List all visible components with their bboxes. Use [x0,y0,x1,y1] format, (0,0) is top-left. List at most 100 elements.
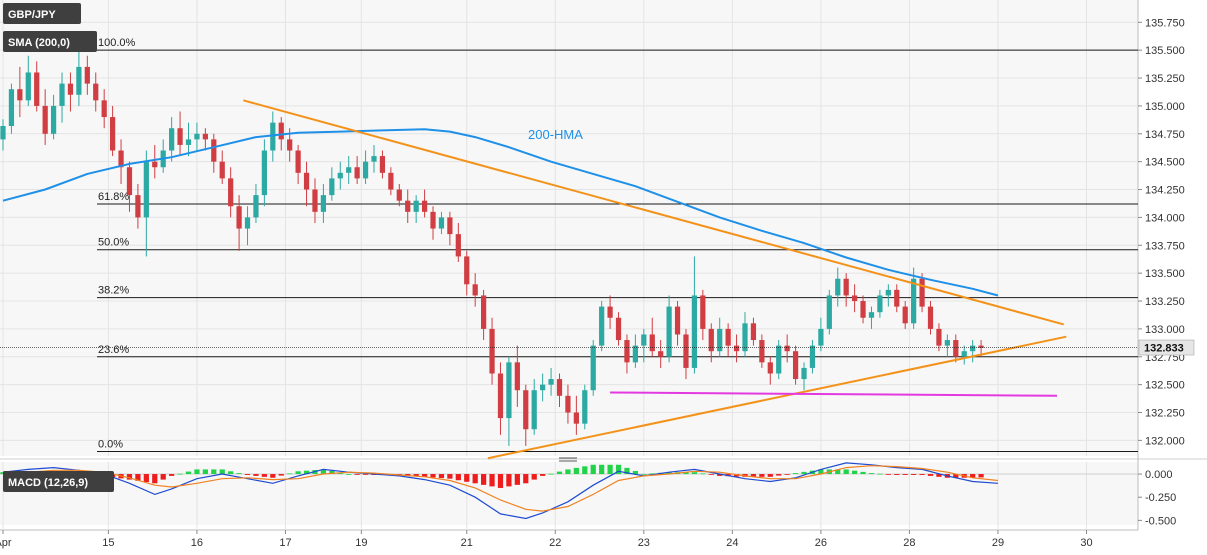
time-tick-label: 28 [903,537,915,549]
macd-histogram-bar [261,474,268,477]
macd-histogram-bar [253,474,259,476]
macd-histogram-bar [565,469,571,475]
macd-histogram-bar [362,474,369,475]
candle-body [750,323,757,341]
macd-histogram-bar [185,471,192,475]
macd-histogram-bar [818,469,824,475]
macd-histogram-bar [851,470,858,475]
candle-body [438,217,445,229]
macd-histogram-bar [506,474,512,487]
time-tick-label: Apr [0,537,12,549]
candle-body [666,306,672,357]
main-pane[interactable] [0,0,1138,456]
candle-body [742,323,748,352]
fib-level-label: 23.6% [98,344,129,356]
macd-histogram-bar [641,474,647,475]
candle-body [329,178,335,196]
candle-body [396,189,402,201]
sma-indicator-badge[interactable]: SMA (200,0) [3,31,97,52]
time-tick-label: 17 [279,537,291,549]
macd-histogram-bar [582,466,588,475]
macd-histogram-bar [320,469,327,475]
macd-histogram-bar [430,474,436,478]
price-tick-label: 132.250 [1145,408,1185,420]
time-tick-label: 26 [815,537,827,549]
macd-axis-ticks: 0.000 -0.250 -0.500 [1138,469,1176,527]
candle-body [337,172,343,179]
candle-body [809,345,816,368]
candle-body [211,139,217,162]
candle-body [379,156,386,173]
macd-histogram-bar [531,474,537,480]
signal-line [2,465,999,512]
macd-histogram-bar [573,467,579,475]
macd-histogram-bar [970,474,976,478]
macd-histogram-bar [894,474,900,475]
candle-body [953,340,959,357]
candle-body [17,89,23,101]
candle-body [464,256,470,285]
candle-body [126,167,133,196]
fib-level-label: 50.0% [98,237,129,249]
candle-body [674,306,681,335]
svg-text:SMA (200,0): SMA (200,0) [8,37,70,49]
macd-histogram-bar [792,473,799,475]
macd-histogram-bar [270,474,276,478]
candle-body [548,379,554,385]
time-tick-label: 21 [461,537,473,549]
price-tick-label: 134.000 [1145,212,1185,224]
macd-histogram-bar [438,474,445,479]
candle-body [565,395,571,413]
candle-body [50,105,57,134]
macd-histogram-bar [843,469,849,475]
macd-histogram-bar [801,471,807,475]
candle-body [93,83,99,101]
candle-body [860,301,866,318]
macd-indicator-badge[interactable]: MACD (12,26,9) [3,471,114,492]
candle-body [877,295,883,313]
macd-histogram-bar [455,474,461,481]
macd-histogram-bar [228,471,234,475]
macd-histogram-bar [303,470,310,475]
candle-body [287,139,293,151]
macd-histogram-bar [421,474,428,477]
candle-body [818,328,824,346]
macd-histogram-bar [885,474,891,475]
candle-body [767,362,773,374]
candle-body [936,328,942,346]
pane-resize-handle[interactable] [559,457,577,462]
macd-histogram-bar [202,469,208,475]
macd-histogram-bar [523,474,529,484]
macd-histogram-bar [556,471,563,475]
price-tick-label: 133.000 [1145,324,1185,336]
candle-body [388,172,394,190]
candle-body [649,334,655,352]
macd-histogram-bar [750,474,757,477]
hma-label: 200-HMA [528,127,583,142]
candle-body [556,379,563,396]
candle-body [169,128,175,151]
macd-histogram-bar [599,464,605,475]
candle-body [59,83,65,106]
symbol-badge[interactable]: GBP/JPY [3,3,81,24]
candle-body [84,66,90,84]
current-price-tag: 132.833 [0,339,1195,356]
candle-body [843,278,849,296]
candle-body [118,150,124,168]
trendline-rising-support [487,335,1067,460]
price-tick-label: 134.250 [1145,185,1185,197]
price-tick-label: 133.250 [1145,296,1185,308]
price-axis[interactable] [1138,0,1207,530]
time-tick-label: 15 [102,537,114,549]
price-tick-label: 135.750 [1145,17,1185,29]
candle-body [42,105,48,134]
candle-body [346,167,352,173]
price-tick-label: 135.250 [1145,73,1185,85]
macd-histogram-bar [405,474,411,476]
candle-body [624,340,630,363]
fib-level-label: 38.2% [98,285,129,297]
candle-body [658,351,664,357]
macd-line [2,462,999,520]
time-tick-label: 29 [992,537,1004,549]
